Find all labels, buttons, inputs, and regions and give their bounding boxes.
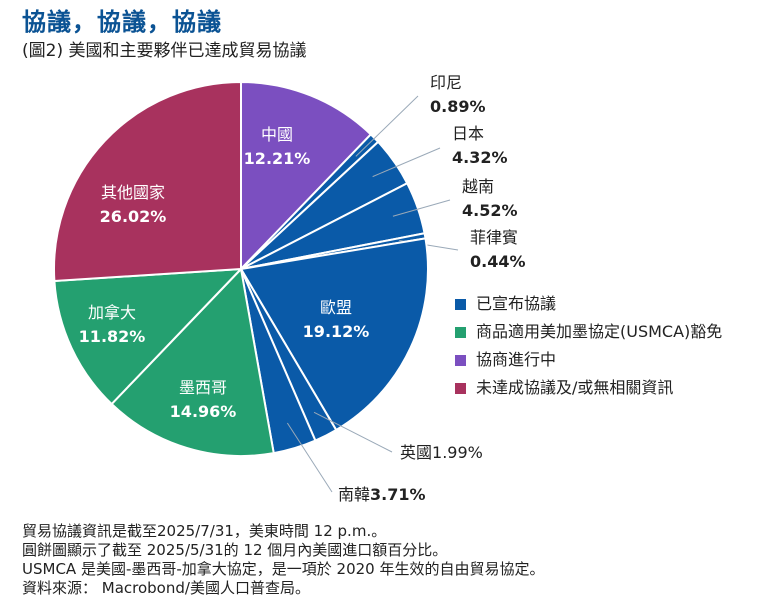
pie-slice-mexico: [110, 266, 275, 457]
slice-value-mexico: 14.96%: [170, 402, 237, 421]
footnote-date: 貿易協議資訊是截至2025/7/31，美東時間 12 p.m.。: [22, 522, 387, 540]
slice-value-indonesia: 0.89%: [430, 97, 486, 116]
slice-label-south-korea: 南韓3.71%: [338, 485, 426, 504]
leader-line-uk: [313, 411, 393, 453]
legend-swatch-negotiating: [455, 354, 466, 366]
legend-label-usmca: 商品適用美加墨協定(USMCA)豁免: [476, 322, 723, 341]
legend-item-negotiating: 協商進行中: [455, 346, 722, 374]
pie-slice-china: [240, 80, 373, 272]
footnotes: 貿易協議資訊是截至2025/7/31，美東時間 12 p.m.。 圓餅圖顯示了截…: [22, 522, 544, 598]
slice-value-others: 26.02%: [100, 207, 167, 226]
slice-label-uk: 英國1.99%: [400, 443, 483, 462]
pie-slice-others: [53, 80, 242, 283]
slice-value-japan: 4.32%: [452, 148, 508, 167]
slice-name-indonesia: 印尼: [430, 73, 462, 92]
footnote-usmca: USMCA 是美國-墨西哥-加拿大協定，是一項於 2020 年生效的自由貿易協定…: [22, 560, 545, 578]
legend-swatch-none: [455, 382, 466, 394]
chart-title: 協議，協議，協議: [22, 8, 222, 36]
slice-name-china: 中國: [261, 125, 293, 144]
leader-line-japan: [372, 147, 441, 178]
slice-name-vietnam: 越南: [462, 177, 494, 196]
legend-item-announced: 已宣布協議: [455, 290, 722, 318]
footnote-source: 資料來源： Macrobond/美國人口普查局。: [22, 579, 310, 597]
legend-item-usmca: 商品適用美加墨協定(USMCA)豁免: [455, 318, 722, 346]
slice-name-canada: 加拿大: [88, 303, 136, 322]
legend-label-negotiating: 協商進行中: [476, 350, 557, 369]
leader-line-south-korea: [286, 422, 333, 493]
slice-name-philippines: 菲律賓: [470, 228, 518, 247]
footnote-import-share: 圓餅圖顯示了截至 2025/5/31的 12 個月內美國進口額百分比。: [22, 541, 448, 559]
slice-name-mexico: 墨西哥: [179, 378, 227, 397]
slice-name-japan: 日本: [452, 124, 484, 143]
leader-line-indonesia: [355, 95, 419, 157]
pie-slice-canada: [53, 267, 244, 406]
chart-subtitle: (圖2) 美國和主要夥伴已達成貿易協議: [22, 41, 307, 61]
legend-swatch-announced: [455, 298, 466, 310]
legend-label-announced: 已宣布協議: [476, 294, 557, 313]
slice-value-eu: 19.12%: [303, 322, 370, 341]
legend: 已宣布協議 商品適用美加墨協定(USMCA)豁免 協商進行中 未達成協議及/或無…: [455, 290, 722, 402]
leader-line-vietnam: [392, 199, 451, 217]
slice-value-philippines: 0.44%: [470, 252, 526, 271]
legend-swatch-usmca: [455, 326, 466, 338]
legend-item-none: 未達成協議及/或無相關資訊: [455, 374, 722, 402]
legend-label-none: 未達成協議及/或無相關資訊: [476, 378, 674, 397]
slice-value-canada: 11.82%: [79, 327, 146, 346]
slice-value-china: 12.21%: [244, 149, 311, 168]
slice-value-vietnam: 4.52%: [462, 201, 518, 220]
slice-name-eu: 歐盟: [320, 298, 352, 317]
slice-name-others: 其他國家: [101, 183, 165, 202]
pie-slice-eu: [239, 237, 429, 432]
